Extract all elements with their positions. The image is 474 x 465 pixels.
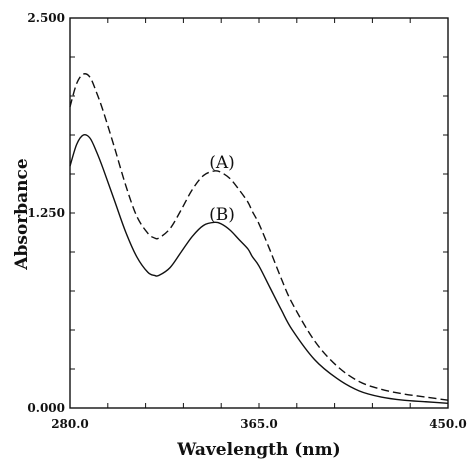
y-tick-label: 0.000 [27, 401, 65, 415]
x-axis-title: Wavelength (nm) [176, 440, 340, 460]
plot-frame [69, 17, 449, 409]
series-a-label: (A) [209, 153, 235, 173]
x-tick-label: 450.0 [429, 417, 467, 431]
y-axis-title: Absorbance [12, 158, 32, 271]
series-a-line [69, 73, 449, 401]
x-tick-label: 365.0 [240, 417, 278, 431]
series-b-line [69, 133, 449, 405]
y-tick-label: 2.500 [27, 11, 65, 25]
x-tick-label: 280.0 [51, 417, 89, 431]
y-tick-label: 1.250 [27, 206, 65, 220]
series-b-label: (B) [209, 205, 235, 225]
